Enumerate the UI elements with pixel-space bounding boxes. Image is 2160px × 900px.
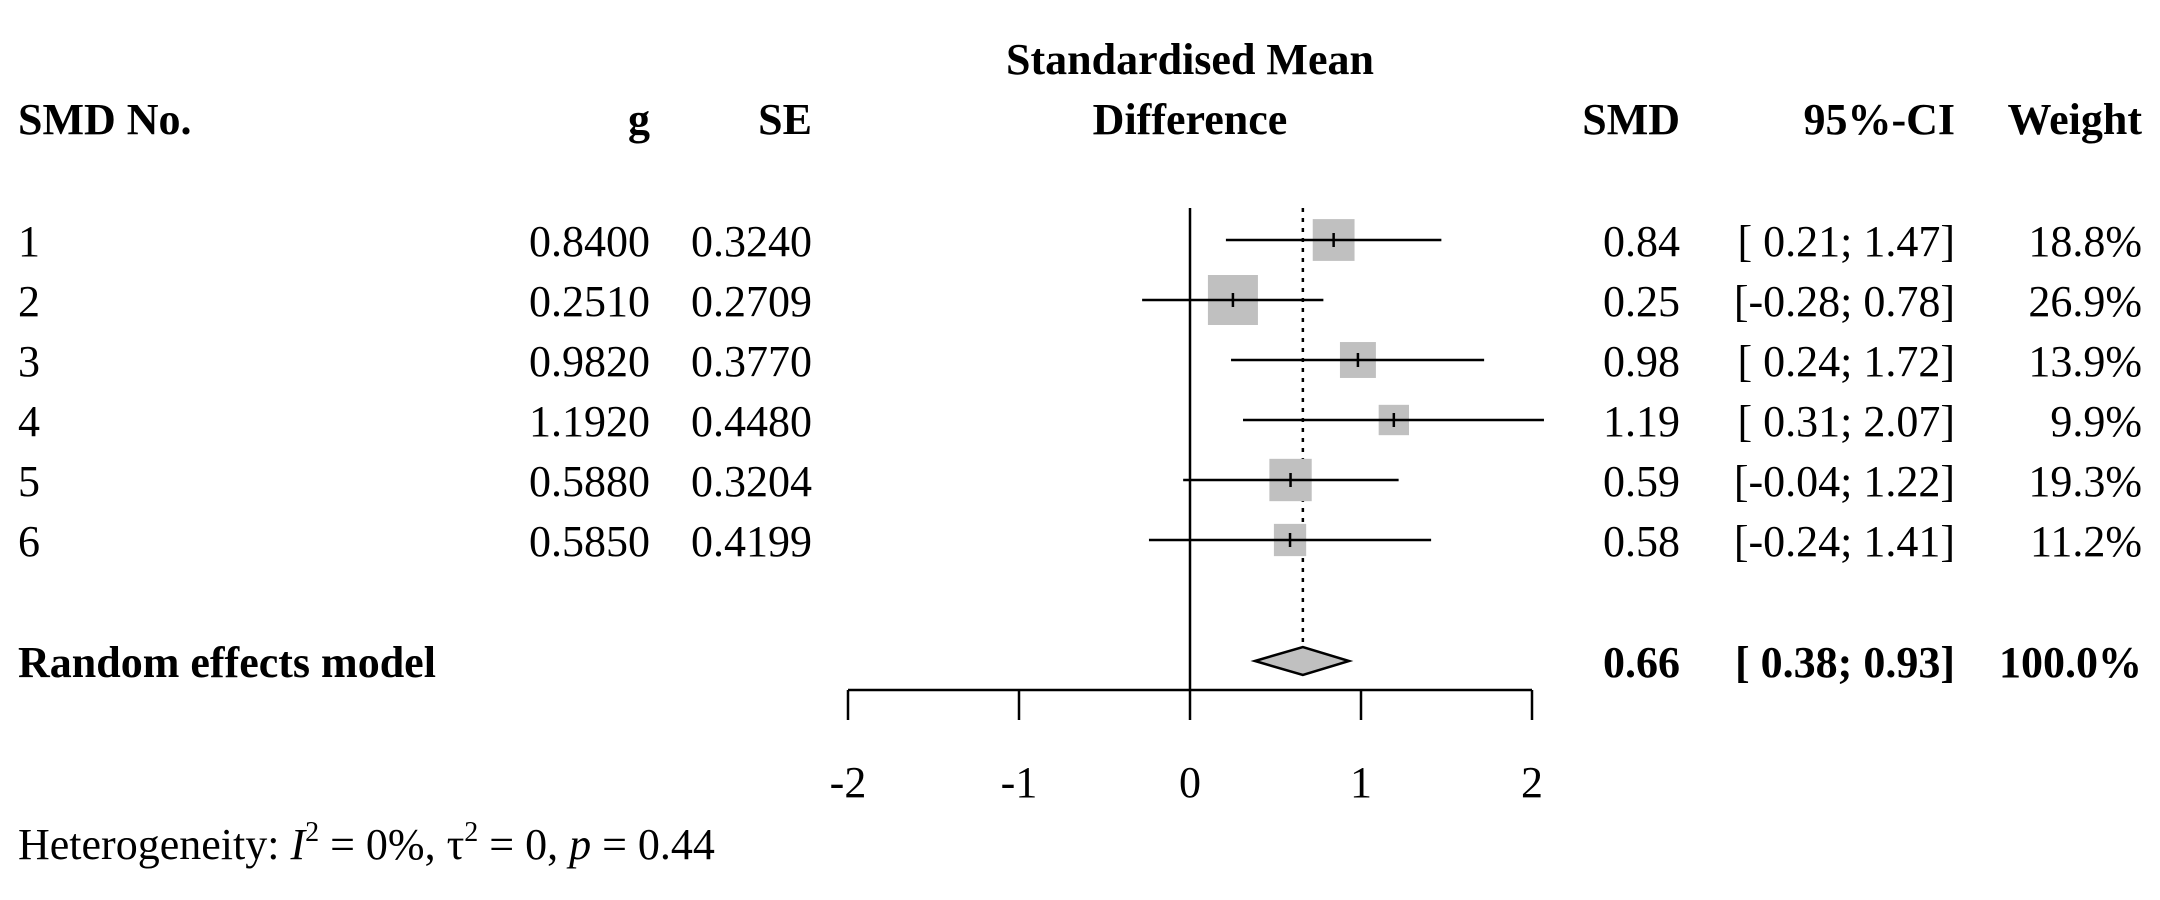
study-mark-3 — [1231, 342, 1485, 378]
study-weight: 13.9% — [2028, 337, 2142, 386]
study-id: 6 — [18, 517, 40, 566]
study-se: 0.3770 — [691, 337, 812, 386]
x-axis: -2 -1 0 1 2 — [830, 688, 1543, 807]
pooled-diamond — [1250, 645, 1354, 677]
study-se: 0.4199 — [691, 517, 812, 566]
study-se: 0.3204 — [691, 457, 812, 506]
study-smd: 0.84 — [1603, 217, 1680, 266]
plot-title-line1: Standardised Mean — [1006, 35, 1374, 84]
study-id: 2 — [18, 277, 40, 326]
study-weight: 19.3% — [2028, 457, 2142, 506]
study-ci: [ 0.24; 1.72] — [1737, 337, 1955, 386]
study-weight: 11.2% — [2029, 517, 2142, 566]
study-se: 0.3240 — [691, 217, 812, 266]
header-weight: Weight — [2007, 95, 2142, 144]
x-tick-label: 1 — [1350, 758, 1372, 807]
study-g: 1.1920 — [529, 397, 650, 446]
study-id: 4 — [18, 397, 40, 446]
study-g: 0.8400 — [529, 217, 650, 266]
study-se: 0.2709 — [691, 277, 812, 326]
study-id: 1 — [18, 217, 40, 266]
study-mark-4 — [1243, 404, 1544, 436]
study-mark-1 — [1225, 219, 1442, 261]
summary-ci: [ 0.38; 0.93] — [1735, 638, 1955, 687]
study-smd: 0.98 — [1603, 337, 1680, 386]
study-mark-6 — [1148, 523, 1432, 557]
study-se: 0.4480 — [691, 397, 812, 446]
study-weight: 18.8% — [2028, 217, 2142, 266]
x-tick-label: -2 — [830, 758, 867, 807]
study-mark-5 — [1183, 458, 1399, 502]
header-smd: SMD — [1582, 95, 1680, 144]
study-g: 0.5880 — [529, 457, 650, 506]
header-ci: 95%-CI — [1803, 95, 1955, 144]
x-tick-label: 2 — [1521, 758, 1543, 807]
study-ci: [ 0.21; 1.47] — [1737, 217, 1955, 266]
study-g: 0.2510 — [529, 277, 650, 326]
study-ci: [-0.24; 1.41] — [1733, 517, 1955, 566]
study-marks — [1142, 219, 1544, 557]
study-smd: 0.58 — [1603, 517, 1680, 566]
study-smd: 0.59 — [1603, 457, 1680, 506]
summary-weight: 100.0% — [1999, 638, 2142, 687]
x-tick-label: -1 — [1001, 758, 1038, 807]
study-ci: [-0.28; 0.78] — [1733, 277, 1955, 326]
x-tick-label: 0 — [1179, 758, 1201, 807]
plot-title-line2: Difference — [1092, 95, 1288, 144]
study-g: 0.5850 — [529, 517, 650, 566]
header-study: SMD No. — [18, 95, 192, 144]
study-smd: 1.19 — [1603, 397, 1680, 446]
study-ci: [-0.04; 1.22] — [1733, 457, 1955, 506]
study-mark-2 — [1142, 275, 1324, 325]
study-weight: 9.9% — [2050, 397, 2142, 446]
study-weight: 26.9% — [2028, 277, 2142, 326]
study-id: 5 — [18, 457, 40, 506]
study-smd: 0.25 — [1603, 277, 1680, 326]
heterogeneity-text: Heterogeneity: I2 = 0%, τ2 = 0, p = 0.44 — [18, 817, 715, 869]
header-g: g — [628, 95, 650, 144]
header-se: SE — [758, 95, 812, 144]
study-id: 3 — [18, 337, 40, 386]
summary-label: Random effects model — [18, 638, 436, 687]
study-ci: [ 0.31; 2.07] — [1737, 397, 1955, 446]
study-g: 0.9820 — [529, 337, 650, 386]
summary-smd: 0.66 — [1603, 638, 1680, 687]
